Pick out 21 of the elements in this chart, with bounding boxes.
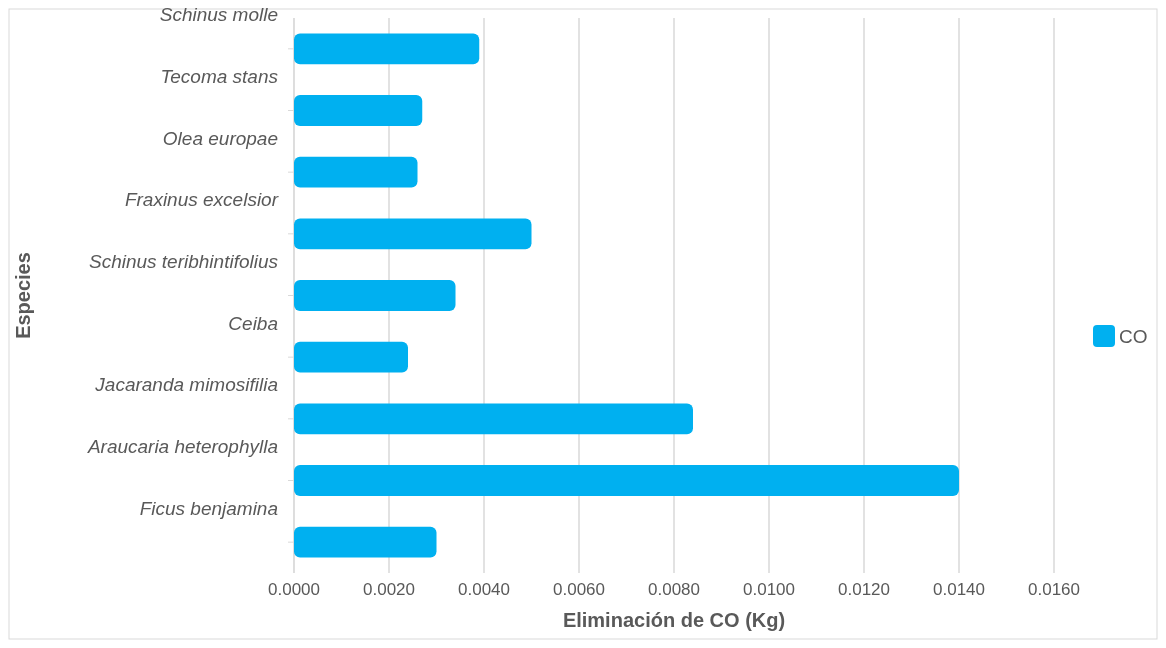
x-tick-label: 0.0140 [933, 580, 985, 599]
y-axis-title: Especies [12, 252, 34, 339]
y-tick-label: Schinus teribhintifolius [88, 251, 279, 273]
legend-label: CO [1119, 326, 1148, 347]
y-tick-label: Ficus benjamina [139, 497, 278, 519]
x-axis-title: Eliminación de CO (Kg) [562, 609, 786, 631]
y-tick-label: Jacaranda mimosifilia [94, 374, 278, 396]
x-tick-label: 0.0040 [458, 580, 510, 599]
x-tick-label: 0.0100 [743, 580, 795, 599]
x-tick-label: 0.0060 [553, 580, 605, 599]
x-tick-label: 0.0080 [648, 580, 700, 599]
y-tick-label: Ceiba [228, 312, 278, 334]
x-tick-label: 0.0160 [1028, 580, 1080, 599]
y-tick-label: Olea europae [162, 127, 278, 149]
y-tick-label: Araucaria heterophylla [86, 436, 278, 458]
y-tick-label: Fraxinus excelsior [124, 189, 279, 211]
x-tick-label: 0.0120 [838, 580, 890, 599]
y-tick-label: Tecoma stans [160, 66, 279, 88]
y-tick-label: Schinus molle [159, 4, 278, 26]
x-tick-label: 0.0020 [363, 580, 415, 599]
x-tick-label: 0.0000 [268, 580, 320, 599]
